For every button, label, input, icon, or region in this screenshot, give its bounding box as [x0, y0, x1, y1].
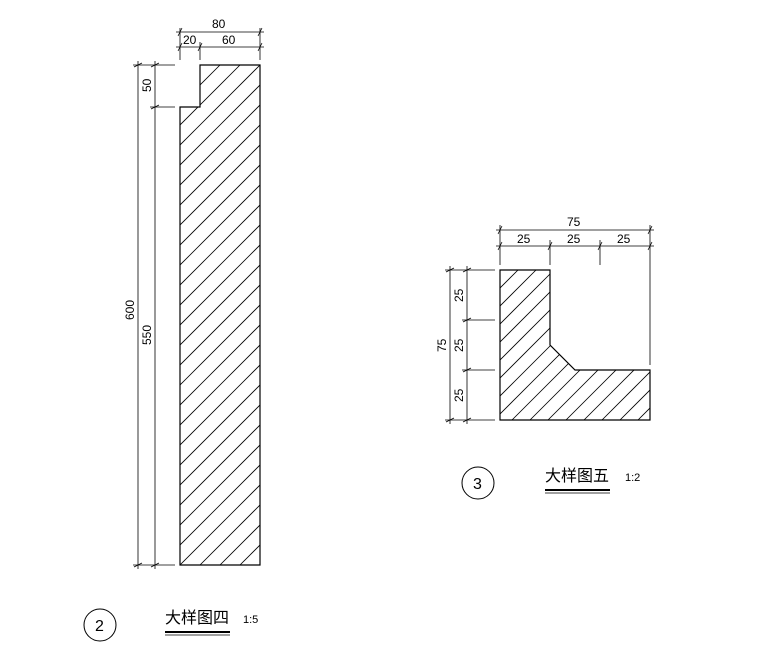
- dim3-top-75: 75: [567, 215, 581, 229]
- detail-3-left-dims: 75 25 25 25: [435, 266, 495, 424]
- detail-2-title: 2 大样图四 1:5: [84, 609, 258, 641]
- dim-50: 50: [140, 78, 154, 92]
- detail-2-scale: 1:5: [243, 614, 258, 626]
- detail-2-hatch: [160, 0, 280, 645]
- detail-3-id: 3: [473, 476, 482, 493]
- detail-2-title-text: 大样图四: [165, 609, 229, 627]
- detail-2-id: 2: [95, 618, 104, 635]
- dim-600: 600: [123, 300, 137, 320]
- dim-550: 550: [140, 325, 154, 345]
- detail-3-title: 3 大样图五 1:2: [462, 467, 640, 499]
- dim-80: 80: [212, 17, 226, 31]
- detail-3: 75 25 25 25 75: [435, 100, 670, 596]
- detail-3-top-dims: 75 25 25 25: [496, 215, 654, 365]
- dim-20: 20: [183, 33, 197, 47]
- dim3-25a: 25: [517, 232, 531, 246]
- dim3-l25a: 25: [452, 288, 466, 302]
- dim3-25c: 25: [617, 232, 631, 246]
- detail-3-outline: [500, 270, 650, 420]
- detail-2-left-dims: 600 50 550: [123, 61, 175, 569]
- dim3-25b: 25: [567, 232, 581, 246]
- detail-3-hatch: [480, 100, 670, 596]
- detail-2-top-dims: 80 20 60: [176, 17, 264, 60]
- dim3-l25c: 25: [452, 388, 466, 402]
- detail-3-title-text: 大样图五: [545, 467, 609, 485]
- detail-2-outline: [180, 65, 260, 565]
- detail-2: 80 20 60 600 50 550: [84, 0, 280, 645]
- dim-60: 60: [222, 33, 236, 47]
- dim3-left-75: 75: [435, 338, 449, 352]
- dim3-l25b: 25: [452, 338, 466, 352]
- drawing-canvas: 80 20 60 600 50 550: [0, 0, 782, 663]
- detail-3-scale: 1:2: [625, 472, 640, 484]
